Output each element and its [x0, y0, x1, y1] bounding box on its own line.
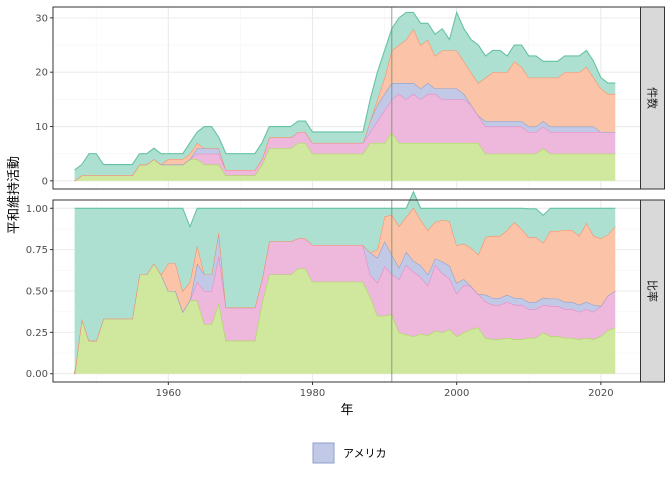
- x-axis-title: 年: [340, 403, 353, 418]
- area-teal: [74, 191, 616, 374]
- area-pink: [74, 238, 616, 374]
- y-tick-label: 0: [42, 176, 48, 187]
- y-tick-label: 0.00: [26, 369, 48, 380]
- y-tick-label: 0.25: [26, 328, 48, 339]
- x-tick-label: 2000: [444, 388, 469, 399]
- area-outline-teal: [74, 10, 616, 171]
- y-tick-label: 1.00: [26, 204, 48, 215]
- legend: アメリカ: [312, 442, 386, 464]
- panel-1: 0 10 20 30 件数: [35, 6, 665, 190]
- area-orange: [74, 207, 616, 374]
- x-tick-label: 1980: [300, 388, 325, 399]
- legend-key-america: [312, 442, 335, 464]
- x-tick-label: 2020: [588, 388, 613, 399]
- legend-label-america: アメリカ: [343, 447, 386, 460]
- facet-strip-label: 件数: [646, 87, 659, 109]
- y-axis-title: 平和維持活動: [7, 156, 22, 234]
- y-tick-label: 0.50: [26, 287, 48, 298]
- y-tick-label: 0.75: [26, 245, 48, 256]
- area-green: [74, 131, 616, 181]
- x-tick-label: 1960: [156, 388, 181, 399]
- area-outline-teal: [74, 190, 616, 229]
- y-tick-label: 20: [35, 68, 48, 79]
- area-orange: [74, 28, 616, 181]
- y-tick-label: 30: [35, 13, 48, 24]
- area-pink: [74, 93, 616, 181]
- area-green: [74, 263, 616, 374]
- facet-strip: [640, 6, 665, 190]
- panels-layer: 0 10 20 30 件数 0.00 0.25 0.50 0.75 1.00 比率 1960 1980 2…: [26, 6, 665, 399]
- y-tick-label: 10: [35, 122, 48, 133]
- panel-2: 0.00 0.25 0.50 0.75 1.00 比率 1960 1980 2000 2020: [26, 190, 665, 399]
- facet-strip-label: 比率: [646, 280, 660, 302]
- facet-strip: [640, 199, 665, 383]
- area-teal: [74, 12, 616, 181]
